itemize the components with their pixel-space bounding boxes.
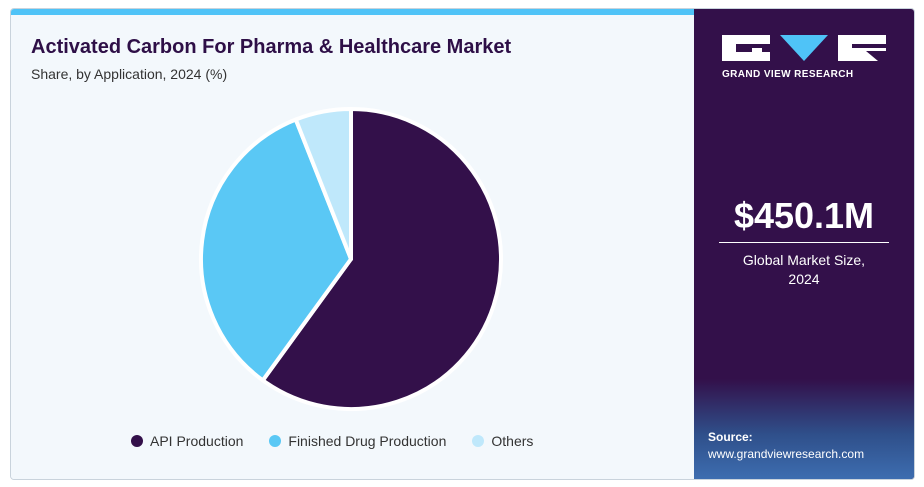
grand-view-research-logo: GRAND VIEW RESEARCH: [722, 35, 886, 80]
accent-bar: [11, 9, 694, 15]
decorative-wave: [694, 379, 914, 479]
legend-item-finished-drug-production: Finished Drug Production: [269, 433, 446, 449]
market-size-value: $450.1M: [733, 195, 875, 236]
divider: [719, 242, 889, 243]
pie-slice-finished-drug-production: [199, 117, 353, 383]
market-size-label-line1: Global Market Size,: [742, 252, 866, 268]
chart-subtitle: Share, by Application, 2024 (%): [31, 66, 228, 82]
chart-legend: API Production Finished Drug Production …: [131, 433, 533, 449]
legend-label: Others: [491, 433, 534, 449]
logo-letter-v: [780, 35, 828, 61]
pie-slice-api-production: [260, 107, 503, 411]
market-size-label-line2: 2024: [788, 271, 820, 287]
chart-card: Activated Carbon For Pharma & Healthcare…: [10, 8, 915, 480]
logo-letter-r: [838, 35, 886, 61]
source-label: Source:: [708, 430, 753, 444]
legend-item-api-production: API Production: [131, 433, 243, 449]
legend-item-others: Others: [472, 433, 533, 449]
pie-slice-others: [293, 107, 353, 261]
legend-label: Finished Drug Production: [288, 433, 447, 449]
chart-title: Activated Carbon For Pharma & Healthcare…: [31, 36, 512, 58]
legend-swatch: [472, 435, 485, 447]
legend-swatch: [131, 435, 143, 447]
logo-caption: GRAND VIEW RESEARCH: [722, 69, 854, 80]
source-note: Source: www.grandviewresearch.com: [708, 429, 864, 463]
source-url[interactable]: www.grandviewresearch.com: [708, 447, 865, 461]
market-size-label: Global Market Size, 2024: [694, 251, 914, 289]
logo-letter-g: [722, 35, 770, 61]
summary-panel: GRAND VIEW RESEARCH $450.1M Global Marke…: [694, 9, 914, 479]
pie-chart: [199, 107, 503, 411]
legend-swatch: [269, 435, 282, 447]
legend-label: API Production: [150, 433, 244, 449]
